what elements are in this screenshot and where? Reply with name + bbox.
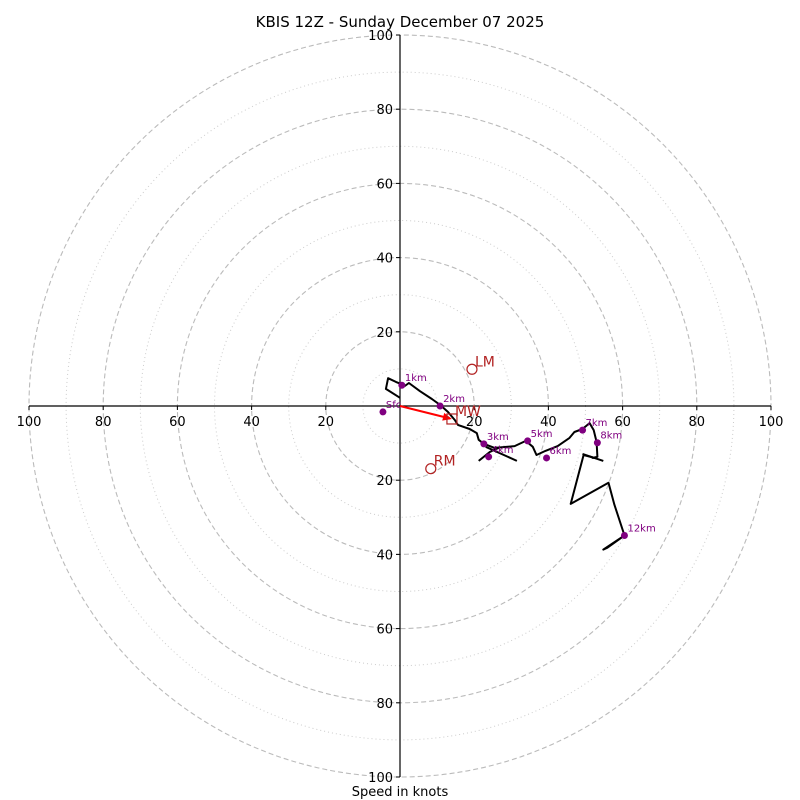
x-tick-label: 20 [318, 415, 335, 430]
x-tick-label: 60 [169, 415, 186, 430]
storm-motion-mw-marker [446, 413, 458, 425]
height-label-12km: 12km [627, 523, 655, 534]
height-label-3km: 3km [487, 432, 509, 443]
height-marker-8km [593, 439, 601, 447]
y-tick-label: 20 [376, 474, 393, 489]
y-tick-label: 60 [376, 623, 393, 638]
y-tick-label: 60 [376, 177, 393, 192]
storm-motion-lm-marker [466, 363, 478, 375]
y-tick-label: 100 [368, 29, 393, 44]
y-tick-label: 80 [376, 697, 393, 712]
height-label-2km: 2km [443, 394, 465, 405]
x-tick-label: 100 [17, 415, 42, 430]
y-tick-label: 100 [368, 771, 393, 786]
y-tick-label: 20 [376, 326, 393, 341]
x-tick-label: 80 [95, 415, 112, 430]
x-axis-label: Speed in knots [352, 785, 449, 800]
x-tick-label: 40 [243, 415, 260, 430]
y-tick-label: 80 [376, 103, 393, 118]
height-marker-2km [436, 402, 444, 410]
height-marker-7km [579, 426, 587, 434]
height-label-8km: 8km [600, 431, 622, 442]
height-marker-12km [620, 531, 628, 539]
storm-motion-markers: LM RM MW [399, 354, 495, 475]
height-label-7km: 7km [586, 418, 608, 429]
height-marker-sfc [379, 408, 387, 416]
x-tick-label: 20 [466, 415, 483, 430]
storm-motion-lm-label: LM [475, 354, 495, 370]
hodograph-segment [485, 445, 518, 462]
height-label-5km: 5km [531, 429, 553, 440]
x-tick-label: 80 [689, 415, 706, 430]
tick-labels: 100 100 80 80 60 60 40 40 20 20 20 20 40 40 60 60 80 80 10… [17, 29, 784, 786]
height-marker-4km [485, 453, 493, 461]
height-marker-1km [398, 381, 406, 389]
x-tick-label: 100 [759, 415, 784, 430]
hodograph-line [384, 377, 627, 551]
hodograph-trace [384, 377, 627, 551]
chart-title: KBIS 12Z - Sunday December 07 2025 [256, 13, 545, 31]
height-label-sfc: Sfc [386, 400, 401, 411]
x-tick-label: 60 [614, 415, 631, 430]
y-tick-label: 40 [376, 252, 393, 267]
hodograph-segment [478, 446, 500, 462]
storm-motion-mw-label: MW [455, 404, 481, 420]
x-tick-label: 40 [540, 415, 557, 430]
height-label-6km: 6km [550, 446, 572, 457]
height-marker-5km [524, 437, 532, 445]
y-tick-label: 40 [376, 548, 393, 563]
height-markers: Sfc 1km 2km 3km 4km 5km 6km 7km 8km 12km [379, 373, 656, 539]
storm-motion-rm-label: RM [434, 454, 456, 470]
storm-motion-rm-marker [425, 463, 437, 475]
hodograph-segment [582, 452, 604, 462]
mean-wind-arrow [399, 405, 451, 420]
height-label-4km: 4km [492, 445, 514, 456]
height-marker-3km [480, 440, 488, 448]
height-marker-6km [543, 454, 551, 462]
height-label-1km: 1km [405, 373, 427, 384]
